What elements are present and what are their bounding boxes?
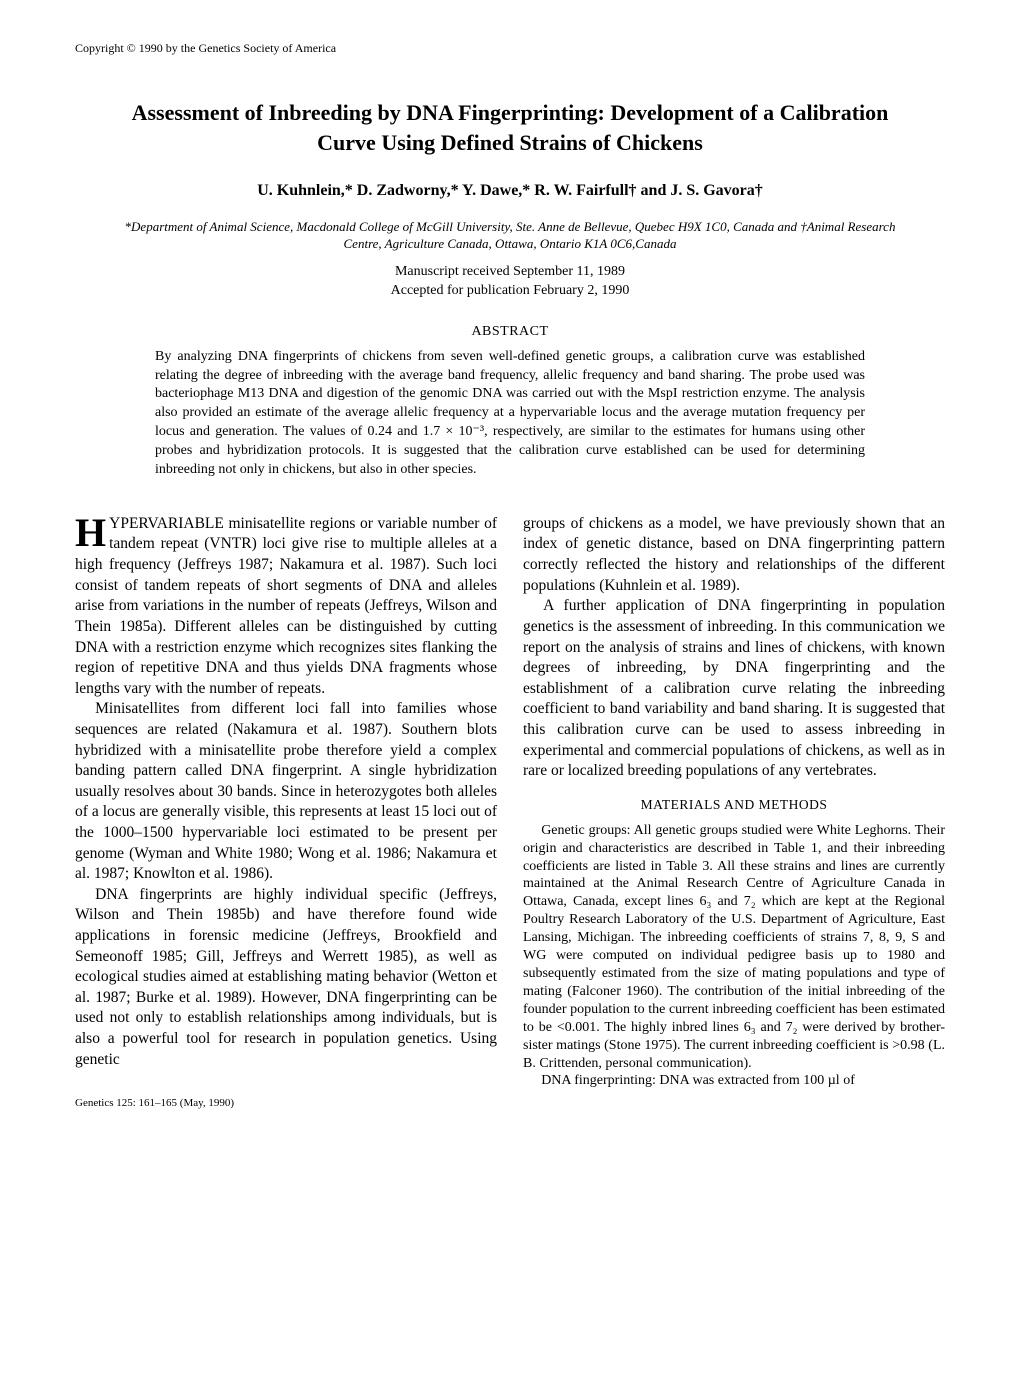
methods-paragraph-2: DNA fingerprinting: DNA was extracted fr… [523,1072,945,1090]
intro-paragraph-2: Minisatellites from different loci fall … [75,699,497,884]
intro-paragraph-4: groups of chickens as a model, we have p… [523,514,945,596]
column-left: HYPERVARIABLE minisatellite regions or v… [75,514,497,1111]
body-columns: HYPERVARIABLE minisatellite regions or v… [75,514,945,1111]
accepted-date: Accepted for publication February 2, 199… [391,283,630,298]
manuscript-dates: Manuscript received September 11, 1989 A… [75,263,945,301]
methods-heading: MATERIALS AND METHODS [523,796,945,814]
p1-text: YPERVARIABLE minisatellite regions or va… [75,515,497,697]
intro-paragraph-1: HYPERVARIABLE minisatellite regions or v… [75,514,497,699]
copyright-line: Copyright © 1990 by the Genetics Society… [75,40,945,56]
article-title: Assessment of Inbreeding by DNA Fingerpr… [105,98,915,157]
dropcap-h: H [75,514,109,549]
abstract-body: By analyzing DNA fingerprints of chicken… [155,348,865,480]
received-date: Manuscript received September 11, 1989 [395,264,625,279]
intro-paragraph-3: DNA fingerprints are highly individual s… [75,885,497,1070]
affiliations: *Department of Animal Science, Macdonald… [105,219,915,253]
footer-citation: Genetics 125: 161–165 (May, 1990) [75,1096,497,1111]
column-right: groups of chickens as a model, we have p… [523,514,945,1111]
intro-paragraph-5: A further application of DNA fingerprint… [523,596,945,781]
authors-line: U. Kuhnlein,* D. Zadworny,* Y. Dawe,* R.… [75,180,945,202]
abstract-heading: ABSTRACT [75,323,945,342]
methods-paragraph-1: Genetic groups: All genetic groups studi… [523,822,945,1073]
